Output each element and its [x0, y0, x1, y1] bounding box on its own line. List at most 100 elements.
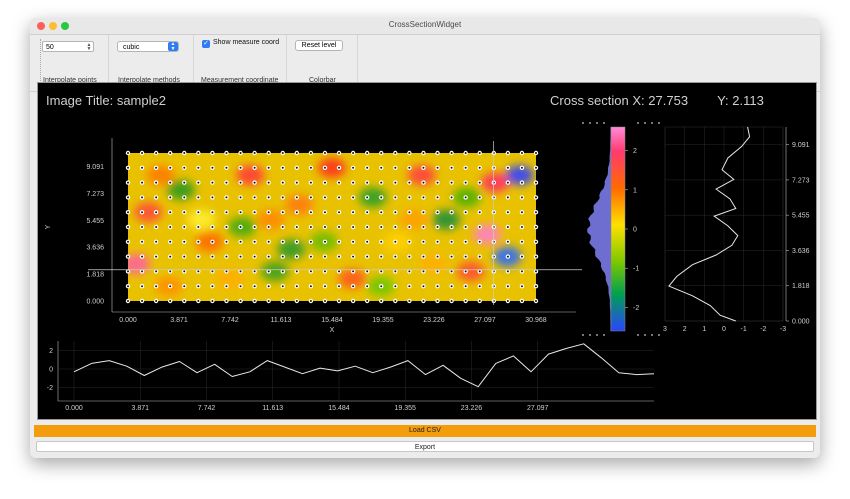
sample-point-center [352, 240, 355, 243]
spin-arrows-icon[interactable]: ▲ ▼ [86, 42, 92, 52]
sample-point-center [436, 270, 439, 273]
export-button[interactable]: Export [36, 441, 814, 452]
reset-level-button[interactable]: Reset level [295, 40, 343, 51]
plots-canvas[interactable]: 0.000 3.871 7.742 11.613 15.484 19.355 23.226 2… [38, 83, 816, 419]
sample-point-center [366, 226, 369, 228]
colorbar-tick-label: 0 [633, 227, 637, 234]
interpolate-methods-caption: Interpolate methods [118, 77, 180, 84]
level-handle-dot[interactable] [651, 122, 653, 124]
sample-point-center [141, 300, 144, 302]
sample-point-center [394, 270, 397, 273]
level-handle-dot[interactable] [582, 122, 584, 124]
sample-point-center [520, 181, 523, 184]
sample-point-center [309, 255, 312, 258]
sample-point-center [295, 270, 298, 273]
level-handle-dot[interactable] [589, 122, 591, 124]
sample-point-center [422, 152, 425, 154]
heatmap-blob [256, 209, 285, 230]
sample-point-center [436, 255, 439, 258]
plot-area: Image Title: sample2 Cross section X: 27… [37, 82, 817, 420]
sample-point-center [281, 152, 284, 154]
level-handle-dot[interactable] [658, 122, 660, 124]
sample-point-center [380, 166, 383, 169]
sample-point-center [464, 240, 467, 243]
sample-point-center [520, 300, 523, 302]
sample-point-center [141, 270, 144, 273]
level-handle-dot[interactable] [596, 122, 598, 124]
sample-point-center [380, 152, 383, 154]
level-handle-dot[interactable] [658, 334, 660, 336]
colorbar[interactable] [610, 126, 626, 332]
sample-point-center [478, 166, 481, 169]
level-handle-dot[interactable] [651, 334, 653, 336]
sample-point-center [352, 255, 355, 258]
sample-point-center [155, 255, 158, 258]
minimize-icon[interactable] [49, 22, 57, 30]
sample-point-center [211, 166, 214, 169]
chevron-updown-icon[interactable]: ▲ ▼ [168, 42, 178, 51]
sample-point-center [520, 196, 523, 199]
sample-point-center [169, 300, 172, 302]
sample-point-center [197, 166, 200, 169]
sample-point-center [535, 255, 537, 258]
level-handle-dot[interactable] [582, 334, 584, 336]
sample-point-center [253, 300, 256, 302]
colorbar-tick-label: 1 [633, 187, 637, 194]
level-handle-dot[interactable] [644, 122, 646, 124]
sample-point-center [141, 196, 144, 199]
sample-point-center [169, 226, 172, 228]
sample-point-center [141, 255, 144, 258]
sample-point-center [338, 285, 341, 288]
level-handle-dot[interactable] [603, 334, 605, 336]
sample-point-center [295, 285, 298, 288]
sample-point-center [352, 211, 355, 214]
sample-point-center [211, 240, 214, 243]
heatmap-blob [358, 187, 387, 208]
hprofile-x-tick-label: 0.000 [65, 405, 83, 412]
level-handle-dot[interactable] [596, 334, 598, 336]
hprofile-y-tick-label: -2 [47, 385, 53, 392]
sample-point-center [506, 152, 509, 154]
sample-point-center [323, 211, 326, 214]
heatmap-blob [285, 194, 314, 215]
maximize-icon[interactable] [61, 22, 69, 30]
sample-point-center [197, 226, 200, 228]
level-handle-dot[interactable] [637, 334, 639, 336]
show-measure-label[interactable]: Show measure coord [213, 39, 280, 46]
sample-point-center [422, 285, 425, 288]
sample-point-center [127, 181, 129, 184]
level-handle-dot[interactable] [603, 122, 605, 124]
heatmap-x-tick-label: 30.968 [525, 317, 547, 324]
value-histogram [587, 127, 611, 331]
sample-point-center [295, 226, 298, 228]
sample-point-center [436, 300, 439, 302]
sample-point-center [239, 255, 242, 258]
interpolate-methods-combo[interactable]: cubic ▲ ▼ [117, 41, 179, 52]
sample-point-center [169, 270, 172, 273]
level-handle-dot[interactable] [589, 334, 591, 336]
sample-point-center [253, 166, 256, 169]
sample-point-center [338, 226, 341, 228]
sample-point-center [366, 285, 369, 288]
sample-point-center [155, 270, 158, 273]
sample-point-center [281, 255, 284, 258]
sample-point-center [183, 152, 186, 154]
sample-point-center [366, 152, 369, 154]
level-handle-dot[interactable] [644, 334, 646, 336]
sample-point-center [225, 196, 228, 199]
heatmap-x-tick-label: 7.742 [221, 317, 239, 324]
sample-point-center [309, 240, 312, 243]
sample-point-center [183, 240, 186, 243]
heatmap-blob [318, 157, 346, 178]
vprofile-x-tick-label: 1 [702, 326, 706, 333]
level-handle-dot[interactable] [637, 122, 639, 124]
sample-point-center [323, 270, 326, 273]
show-measure-checkbox[interactable]: ✓ [202, 40, 210, 48]
toolbar-grip-icon[interactable] [40, 39, 41, 87]
close-icon[interactable] [37, 22, 45, 30]
load-csv-button[interactable]: Load CSV [34, 425, 816, 437]
sample-point-center [338, 240, 341, 243]
sample-point-center [155, 166, 158, 169]
sample-point-center [127, 255, 129, 258]
interpolate-points-spinbox[interactable]: 50 ▲ ▼ [42, 41, 94, 52]
